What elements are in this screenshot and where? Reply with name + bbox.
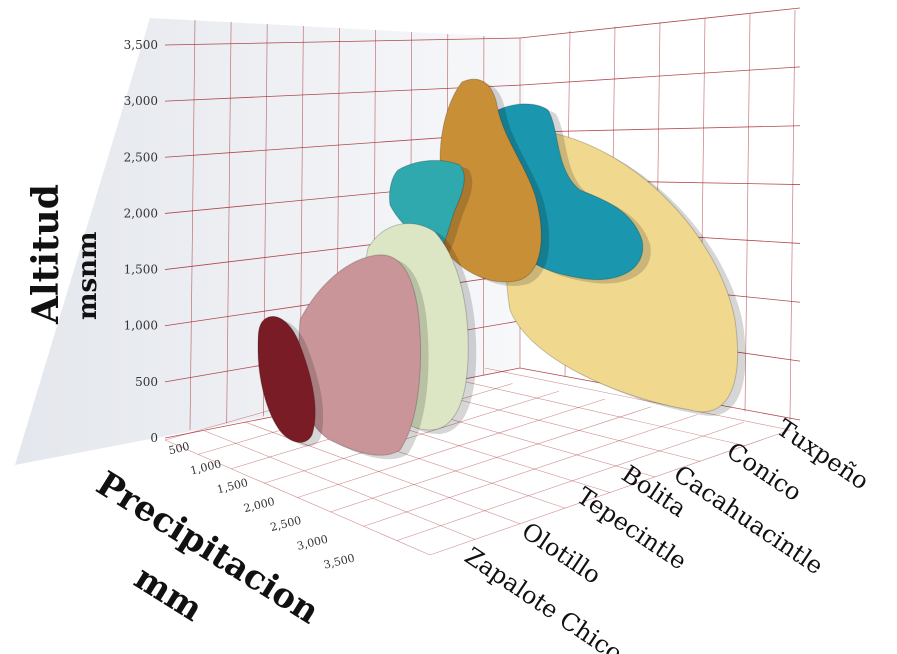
floor-grid-line [330, 406, 652, 513]
floor-grid-line [396, 421, 744, 541]
series-shape [257, 316, 324, 447]
grid-line-v [226, 21, 232, 424]
floor-grid-line-2 [164, 439, 431, 556]
y-tick-label: 500 [135, 375, 158, 389]
floor-grid-line-2 [484, 367, 791, 431]
series-shapes [257, 78, 746, 460]
floor-grid-line [264, 390, 559, 484]
series-area [298, 254, 422, 456]
y-axis-title: Altitud [25, 184, 67, 325]
y-tick-label: 0 [150, 431, 158, 445]
x-tick-label: 1,000 [189, 457, 223, 477]
grid-line-v-right [744, 14, 751, 412]
x-tick-label: 3,000 [296, 533, 330, 553]
category-label: Zapalote Chico [460, 542, 628, 654]
x-tick-label: 1,500 [216, 476, 250, 496]
grid-line-v [189, 19, 196, 431]
floor-grid-line-2 [204, 430, 476, 540]
series-shape [438, 78, 550, 286]
y-tick-label: 3,000 [124, 94, 158, 108]
x-tick-label: 2,500 [269, 514, 303, 534]
floor-grid-line [297, 398, 606, 498]
series-area [257, 316, 316, 443]
grid-line-y-right [519, 125, 801, 133]
series-shape [298, 254, 429, 460]
floor-grid-line [363, 414, 698, 527]
floor-grid-line-2 [444, 376, 746, 446]
x-tick-label: 2,000 [242, 495, 276, 515]
x-tick-label: 3,500 [322, 551, 356, 571]
y-tick-label: 2,500 [124, 150, 158, 164]
grid-line-y-right [519, 66, 801, 86]
grid-line-y [164, 37, 521, 46]
x-tick-label: 500 [167, 440, 191, 458]
y-tick-label: 3,500 [124, 38, 158, 52]
x-axis-unit: mm [127, 558, 209, 630]
grid-line-v-right [789, 9, 796, 421]
y-tick-label: 2,000 [124, 206, 158, 220]
x-axis-title: Precipitacion [89, 464, 326, 633]
y-tick-label: 1,000 [124, 319, 158, 333]
category-labels: Zapalote ChicoOlotilloTepecintleBolitaCa… [460, 414, 874, 654]
y-tick-label: 1,500 [124, 263, 158, 277]
y-axis-unit: msnm [73, 231, 103, 320]
y-tick-labels: 0 500 1,000 1,500 2,000 2,500 3,000 3,500 [124, 38, 158, 445]
series-area [438, 78, 542, 283]
